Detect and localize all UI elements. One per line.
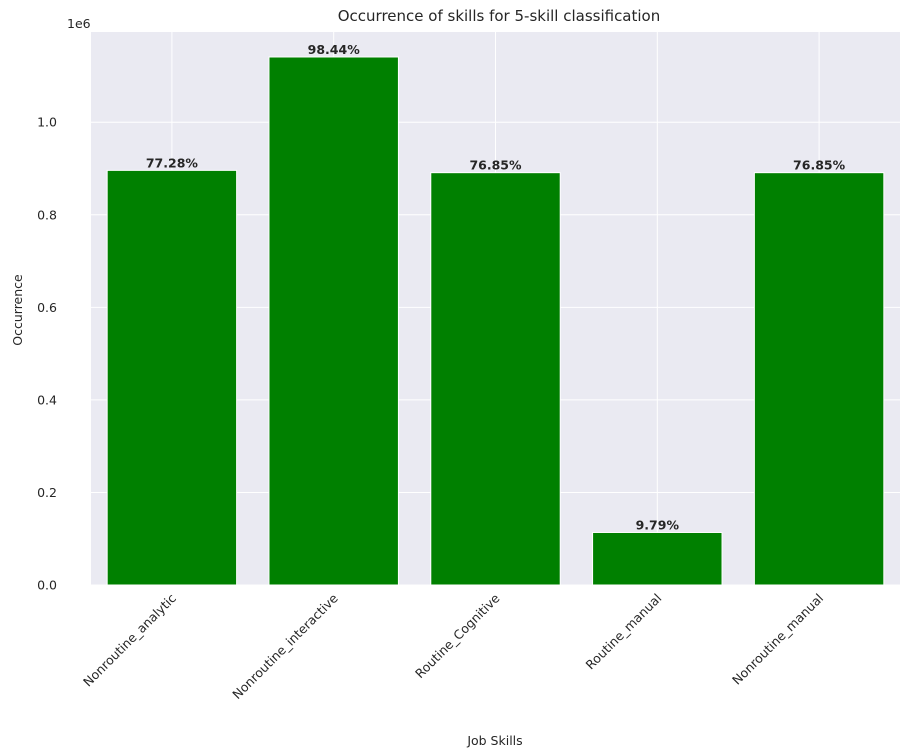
y-ticks: 0.0 0.2 0.4 0.6 0.8 1.0 (37, 115, 57, 593)
bar (106, 169, 238, 586)
bar (753, 172, 885, 586)
bar-data-label: 98.44% (308, 42, 361, 57)
y-tick-label: 0.0 (37, 578, 57, 593)
bar (430, 172, 561, 586)
y-tick-label: 1.0 (37, 115, 57, 130)
x-tick-label: Routine_manual (583, 591, 665, 673)
bar-data-label: 77.28% (146, 155, 199, 170)
x-tick-label: Routine_Cognitive (412, 590, 503, 681)
y-tick-label: 0.4 (37, 392, 57, 407)
x-axis-label: Job Skills (466, 733, 522, 748)
y-tick-label: 0.8 (37, 207, 57, 222)
y-offset-label: 1e6 (67, 16, 91, 31)
y-axis-label: Occurrence (10, 274, 25, 346)
bar-data-label: 9.79% (636, 517, 680, 532)
bar-labels: 77.28% 98.44% 76.85% 9.79% 76.85% (146, 42, 846, 532)
chart-title: Occurrence of skills for 5-skill classif… (338, 7, 661, 25)
bar-data-label: 76.85% (793, 158, 846, 173)
bar (592, 531, 723, 586)
x-tick-label: Nonroutine_analytic (80, 590, 179, 689)
y-tick-label: 0.2 (37, 485, 57, 500)
bars (106, 56, 885, 586)
bar (268, 56, 399, 586)
x-tick-label: Nonroutine_manual (729, 591, 826, 688)
x-ticks: Nonroutine_analytic Nonroutine_interactiv… (80, 590, 826, 702)
x-tick-label: Nonroutine_interactive (229, 590, 341, 702)
bar-data-label: 76.85% (469, 158, 522, 173)
y-tick-label: 0.6 (37, 300, 57, 315)
